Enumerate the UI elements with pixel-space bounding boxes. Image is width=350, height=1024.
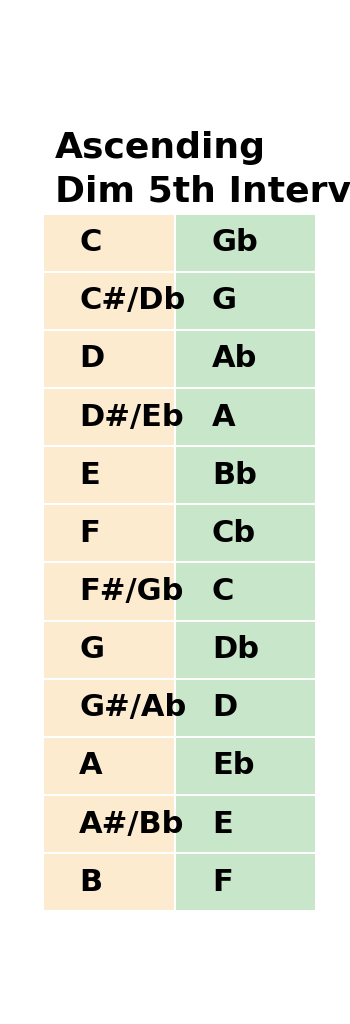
Bar [176,272,315,329]
Text: A#/Bb: A#/Bb [79,810,184,839]
Text: A: A [212,402,236,431]
Text: Bb: Bb [212,461,257,489]
Text: Ascending: Ascending [55,131,266,165]
Bar [44,738,175,794]
Text: C: C [212,578,234,606]
Bar [176,331,315,387]
Text: E: E [79,461,100,489]
Text: A: A [79,752,103,780]
Bar [176,447,315,504]
Bar [176,215,315,270]
Text: G#/Ab: G#/Ab [79,693,186,722]
Bar [44,215,175,270]
Text: F#/Gb: F#/Gb [79,578,183,606]
Text: C#/Db: C#/Db [79,287,185,315]
Bar [176,563,315,620]
Text: Cb: Cb [212,519,256,548]
Bar [176,796,315,852]
Bar [44,505,175,561]
Text: Ab: Ab [212,344,257,374]
Text: F: F [212,867,233,897]
Text: Db: Db [212,635,259,665]
Text: F: F [79,519,100,548]
Bar [176,680,315,736]
Text: Dim 5th Intervals: Dim 5th Intervals [55,174,350,208]
Bar [44,680,175,736]
Text: D: D [79,344,104,374]
Text: Gb: Gb [212,228,259,257]
Text: B: B [79,867,102,897]
Text: D#/Eb: D#/Eb [79,402,184,431]
Text: Eb: Eb [212,752,254,780]
Bar [44,389,175,445]
Bar [44,272,175,329]
Bar [44,854,175,910]
Bar [176,622,315,678]
Bar [44,447,175,504]
Bar [176,738,315,794]
Bar [44,331,175,387]
Bar [44,796,175,852]
Text: E: E [212,810,233,839]
Text: G: G [212,287,237,315]
Bar [44,563,175,620]
Text: C: C [79,228,102,257]
Bar [176,505,315,561]
Text: D: D [212,693,237,722]
Bar [176,389,315,445]
Bar [44,622,175,678]
Bar [176,854,315,910]
Text: G: G [79,635,104,665]
